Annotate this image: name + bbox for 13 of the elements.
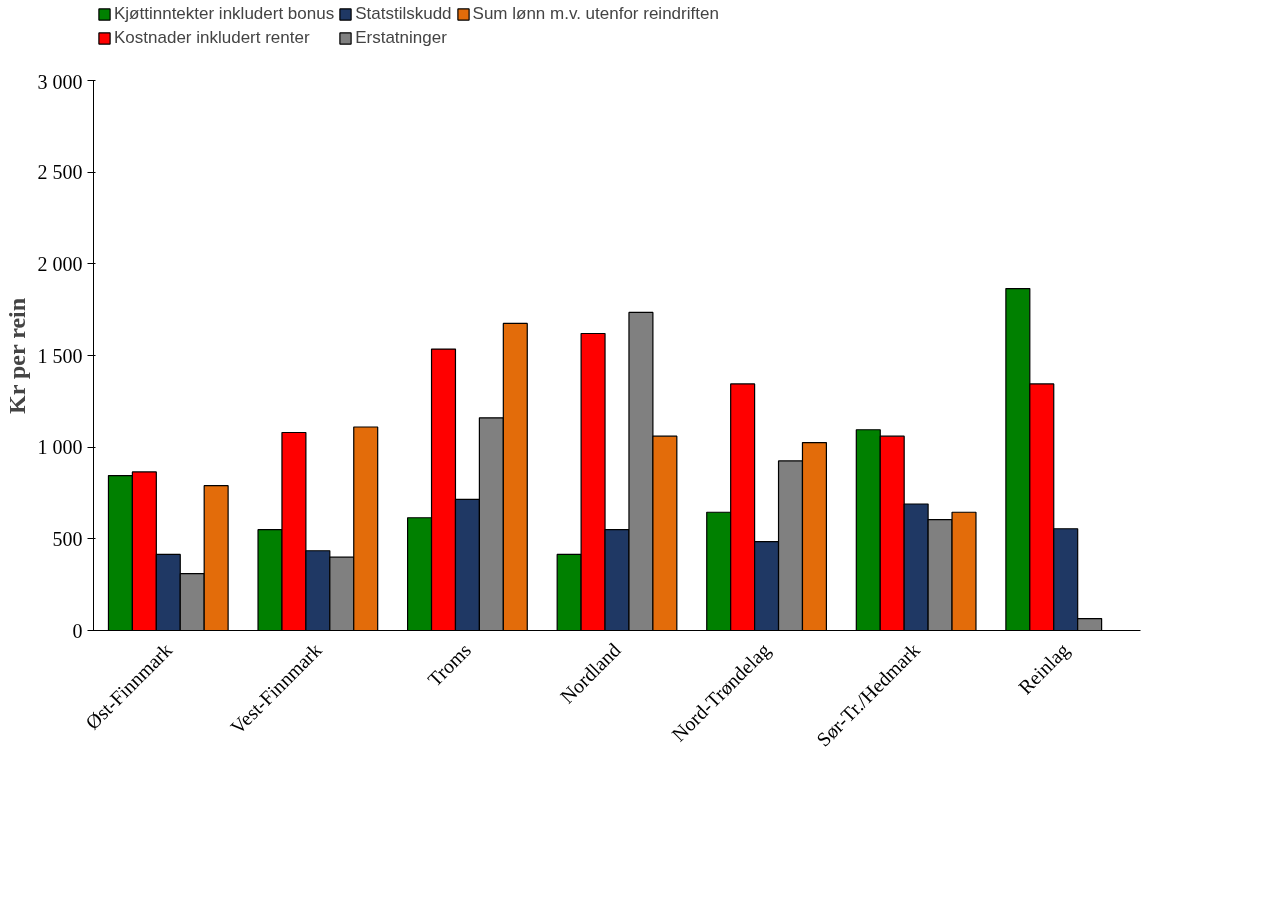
legend-label: Statstilskudd xyxy=(355,4,452,24)
legend-label: Kostnader inkludert renter xyxy=(114,28,310,48)
y-tick-label: 2 500 xyxy=(37,161,83,184)
legend-label: Sum lønn m.v. utenfor reindriften xyxy=(472,4,719,24)
y-tick-label: 2 000 xyxy=(37,252,83,275)
legend-label: Kjøttinntekter inkludert bonus xyxy=(114,4,335,24)
y-axis-title: Kr per rein xyxy=(3,297,30,414)
y-tick-label: 500 xyxy=(52,527,83,550)
y-tick-label: 3 000 xyxy=(37,70,83,93)
y-tick-label: 1 500 xyxy=(37,344,83,367)
y-tick-label: 0 xyxy=(72,619,83,642)
y-tick-label: 1 000 xyxy=(37,436,83,459)
legend-label: Erstatninger xyxy=(355,28,447,48)
